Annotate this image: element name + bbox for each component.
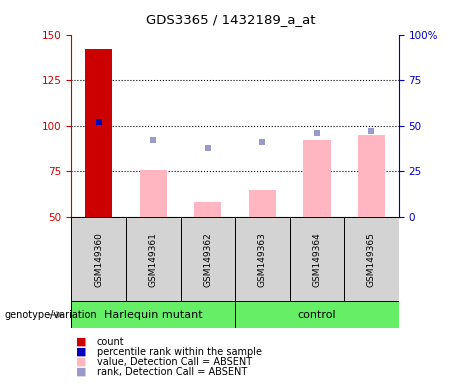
Bar bbox=[71, 217, 126, 301]
Point bbox=[204, 145, 212, 151]
Bar bbox=[290, 217, 344, 301]
Point bbox=[149, 137, 157, 144]
Bar bbox=[235, 301, 399, 328]
Text: control: control bbox=[298, 310, 336, 320]
Text: GSM149364: GSM149364 bbox=[313, 232, 321, 286]
Text: GSM149362: GSM149362 bbox=[203, 232, 213, 286]
Text: ■: ■ bbox=[76, 357, 87, 367]
Text: GDS3365 / 1432189_a_at: GDS3365 / 1432189_a_at bbox=[146, 13, 315, 26]
Bar bbox=[303, 141, 331, 217]
Text: ■: ■ bbox=[76, 367, 87, 377]
Point bbox=[368, 128, 375, 134]
Text: percentile rank within the sample: percentile rank within the sample bbox=[97, 347, 262, 357]
Text: ■: ■ bbox=[76, 337, 87, 347]
Text: value, Detection Call = ABSENT: value, Detection Call = ABSENT bbox=[97, 357, 252, 367]
Point bbox=[313, 130, 321, 136]
Bar bbox=[71, 301, 235, 328]
Text: GSM149361: GSM149361 bbox=[149, 232, 158, 286]
Bar bbox=[194, 202, 221, 217]
Bar bbox=[249, 190, 276, 217]
Bar bbox=[140, 170, 167, 217]
Point bbox=[95, 119, 102, 125]
Bar bbox=[85, 49, 112, 217]
Bar bbox=[126, 217, 181, 301]
Bar bbox=[358, 135, 385, 217]
Text: count: count bbox=[97, 337, 124, 347]
Bar bbox=[235, 217, 290, 301]
Text: GSM149360: GSM149360 bbox=[94, 232, 103, 286]
Point bbox=[259, 139, 266, 145]
Text: ■: ■ bbox=[76, 347, 87, 357]
Bar bbox=[344, 217, 399, 301]
Text: Harlequin mutant: Harlequin mutant bbox=[104, 310, 202, 320]
Bar bbox=[181, 217, 235, 301]
Text: GSM149363: GSM149363 bbox=[258, 232, 267, 286]
Text: GSM149365: GSM149365 bbox=[367, 232, 376, 286]
Text: rank, Detection Call = ABSENT: rank, Detection Call = ABSENT bbox=[97, 367, 247, 377]
Text: genotype/variation: genotype/variation bbox=[5, 310, 97, 320]
